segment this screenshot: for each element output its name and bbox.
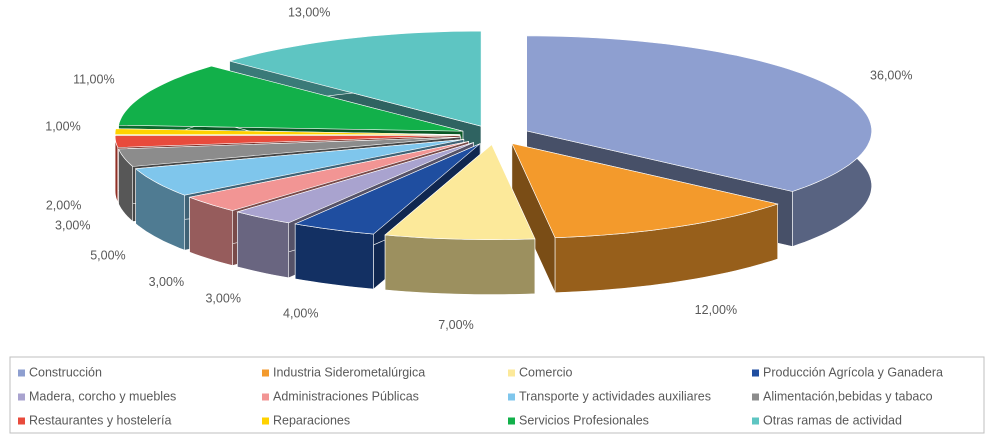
legend-label: Comercio (519, 365, 573, 379)
legend-swatch (18, 369, 25, 377)
data-label: 36,00% (870, 69, 912, 83)
slice-top (526, 35, 873, 192)
slice-top (118, 136, 461, 167)
legend-label: Servicios Profesionales (519, 413, 649, 427)
slice-top (114, 128, 461, 135)
legend-label: Alimentación,bebidas y tabaco (763, 389, 933, 403)
legend-swatch (18, 393, 25, 401)
slice-top (118, 65, 463, 132)
legend-swatch (752, 393, 759, 401)
legend-label: Otras ramas de actividad (763, 413, 902, 427)
slice-top (236, 142, 474, 224)
data-label: 11,00% (73, 72, 114, 86)
data-label: 13,00% (288, 5, 330, 19)
slice-top (188, 141, 469, 211)
legend-label: Industria Siderometalúrgica (273, 365, 425, 379)
legend-swatch (508, 369, 515, 377)
slice-wall (237, 211, 289, 279)
slice-wall (294, 223, 374, 290)
legend-label: Administraciones Públicas (273, 389, 419, 403)
slice-top (228, 30, 482, 127)
legend-label: Restaurantes y hostelería (29, 413, 171, 427)
legend-label: Reparaciones (273, 413, 350, 427)
slice-top (134, 139, 464, 196)
data-label: 5,00% (90, 249, 125, 263)
data-label: 3,00% (55, 218, 90, 232)
legend-swatch (262, 369, 269, 377)
slice-top (384, 144, 536, 240)
legend-swatch (752, 369, 759, 377)
legend-swatch (752, 417, 759, 425)
legend-swatch (18, 417, 25, 425)
legend-swatch (262, 417, 269, 425)
slice-top (511, 142, 779, 239)
data-label: 1,00% (45, 119, 80, 133)
data-label: 4,00% (283, 306, 318, 320)
data-label: 3,00% (205, 292, 240, 306)
data-label: 2,00% (46, 198, 81, 212)
data-label: 12,00% (695, 303, 737, 317)
legend-swatch (508, 393, 515, 401)
data-label: 7,00% (438, 318, 473, 332)
data-label: 3,00% (149, 275, 184, 289)
legend-box (9, 356, 985, 434)
legend-label: Construcción (29, 365, 102, 379)
slice-top (114, 135, 461, 148)
legend-label: Madera, corcho y muebles (29, 389, 176, 403)
legend-label: Producción Agrícola y Ganadera (763, 365, 943, 379)
legend-label: Transporte y actividades auxiliares (519, 389, 711, 403)
slice-wall (384, 234, 536, 295)
legend-swatch (262, 393, 269, 401)
legend-swatch (508, 417, 515, 425)
slice-top (294, 143, 481, 235)
